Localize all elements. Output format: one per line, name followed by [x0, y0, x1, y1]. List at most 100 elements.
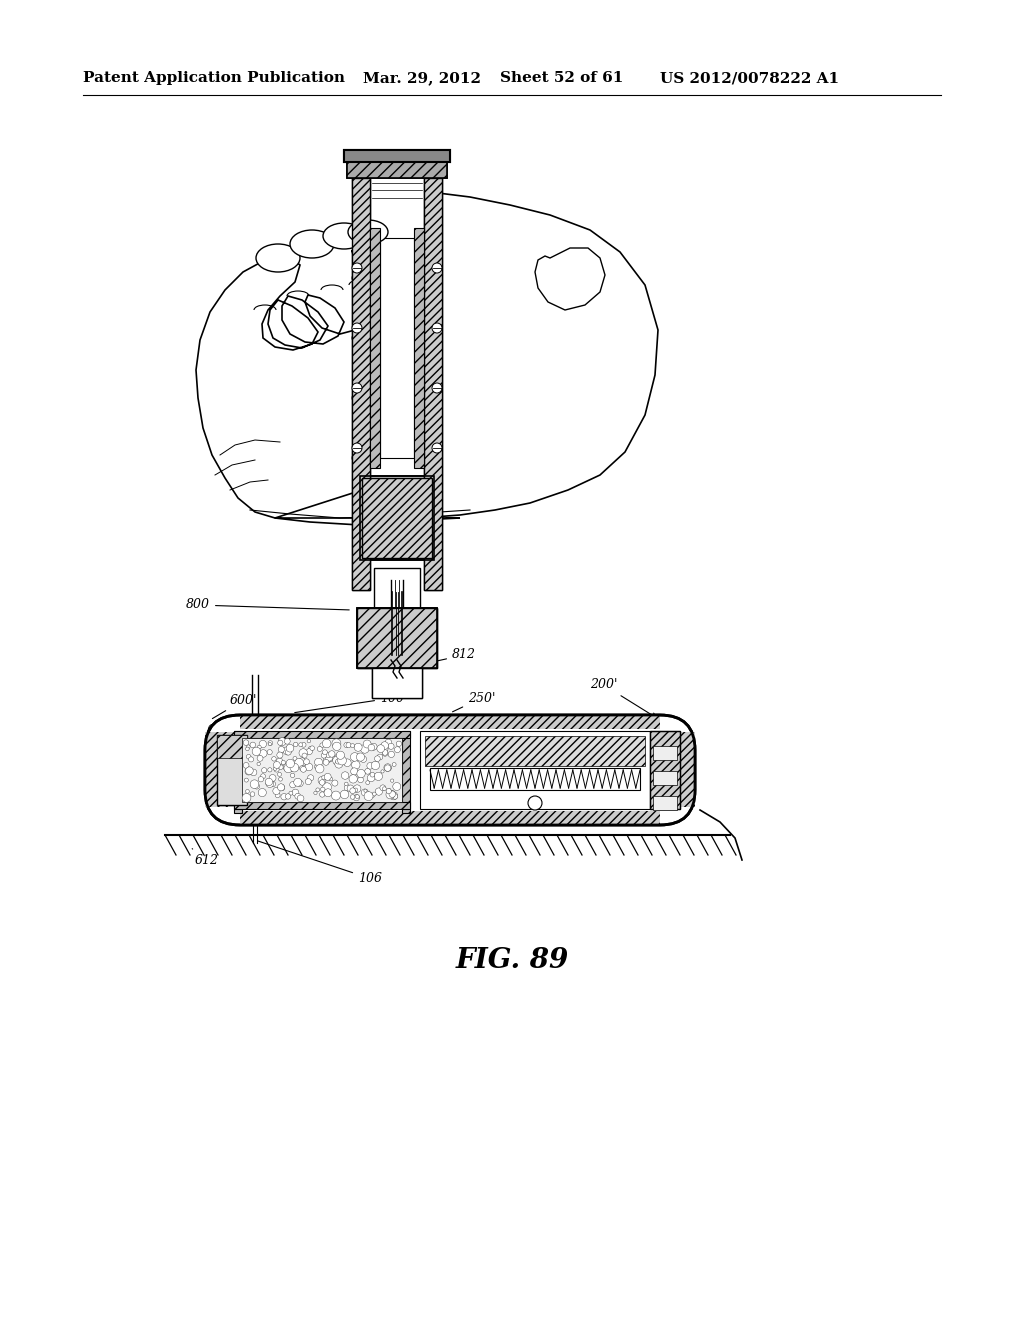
Circle shape [352, 393, 362, 403]
Circle shape [261, 768, 267, 772]
Circle shape [302, 752, 307, 758]
Circle shape [323, 750, 328, 755]
Circle shape [330, 759, 333, 762]
Circle shape [365, 792, 373, 801]
Circle shape [372, 762, 380, 770]
Circle shape [250, 792, 255, 796]
Bar [357, 609, 437, 668]
Circle shape [278, 772, 282, 776]
Circle shape [247, 744, 250, 748]
Circle shape [432, 273, 442, 282]
Circle shape [386, 788, 391, 793]
Circle shape [344, 742, 349, 747]
Circle shape [385, 739, 392, 746]
Circle shape [299, 748, 307, 758]
Circle shape [352, 383, 362, 393]
Bar [374, 568, 420, 609]
Circle shape [375, 756, 380, 762]
Circle shape [365, 768, 371, 775]
Circle shape [323, 739, 331, 748]
Circle shape [276, 758, 283, 764]
Bar [344, 150, 450, 162]
Circle shape [268, 741, 272, 746]
Circle shape [391, 791, 395, 795]
Circle shape [319, 792, 325, 797]
Circle shape [315, 764, 324, 774]
Circle shape [370, 772, 375, 777]
Bar [362, 478, 432, 558]
Circle shape [377, 754, 383, 760]
Circle shape [250, 780, 259, 788]
Circle shape [352, 777, 356, 781]
Circle shape [258, 788, 266, 797]
Circle shape [307, 775, 313, 781]
Circle shape [268, 742, 271, 746]
Circle shape [284, 764, 293, 772]
Circle shape [254, 784, 259, 789]
Circle shape [285, 764, 290, 770]
Bar [217, 735, 247, 758]
Circle shape [356, 770, 366, 777]
Circle shape [382, 751, 388, 756]
Circle shape [332, 791, 340, 800]
Bar [424, 178, 442, 590]
Text: 106: 106 [258, 841, 382, 884]
Ellipse shape [256, 244, 300, 272]
Circle shape [284, 763, 292, 771]
Bar [653, 771, 677, 785]
Circle shape [314, 758, 323, 766]
Bar [217, 735, 247, 805]
Circle shape [390, 779, 394, 783]
Circle shape [329, 751, 335, 758]
Circle shape [318, 776, 326, 784]
Circle shape [294, 779, 302, 787]
Circle shape [432, 263, 442, 273]
Circle shape [338, 756, 346, 766]
Circle shape [380, 785, 386, 791]
Circle shape [304, 759, 309, 764]
Circle shape [352, 333, 362, 343]
Circle shape [246, 767, 253, 775]
Circle shape [353, 785, 360, 792]
Circle shape [392, 763, 396, 767]
Circle shape [247, 755, 251, 759]
Bar [420, 731, 650, 809]
Circle shape [432, 383, 442, 393]
Circle shape [290, 763, 299, 772]
Circle shape [298, 758, 306, 766]
Circle shape [300, 767, 306, 772]
Circle shape [354, 743, 362, 751]
Circle shape [333, 756, 342, 766]
Text: FIG. 89: FIG. 89 [456, 946, 568, 974]
Circle shape [250, 770, 257, 776]
Circle shape [333, 742, 341, 751]
Circle shape [343, 759, 349, 766]
Circle shape [258, 776, 263, 781]
Circle shape [257, 755, 263, 762]
Circle shape [344, 784, 350, 791]
Circle shape [384, 764, 391, 771]
Circle shape [350, 743, 354, 747]
Circle shape [262, 792, 265, 796]
Bar [357, 609, 437, 668]
Circle shape [325, 774, 331, 780]
Bar [653, 796, 677, 810]
Bar [357, 609, 437, 668]
Text: 100: 100 [295, 692, 404, 713]
FancyBboxPatch shape [205, 715, 695, 825]
Circle shape [335, 760, 343, 768]
Text: 200': 200' [590, 678, 656, 718]
Text: Patent Application Publication: Patent Application Publication [83, 71, 345, 84]
Circle shape [276, 752, 283, 758]
Circle shape [252, 747, 260, 755]
Text: 600': 600' [212, 693, 257, 718]
Circle shape [286, 759, 295, 768]
Circle shape [366, 780, 370, 784]
Circle shape [243, 739, 249, 746]
Circle shape [356, 752, 365, 762]
Circle shape [306, 748, 312, 755]
Circle shape [246, 789, 249, 793]
Bar [360, 477, 434, 560]
Circle shape [368, 744, 375, 751]
Circle shape [270, 781, 275, 787]
